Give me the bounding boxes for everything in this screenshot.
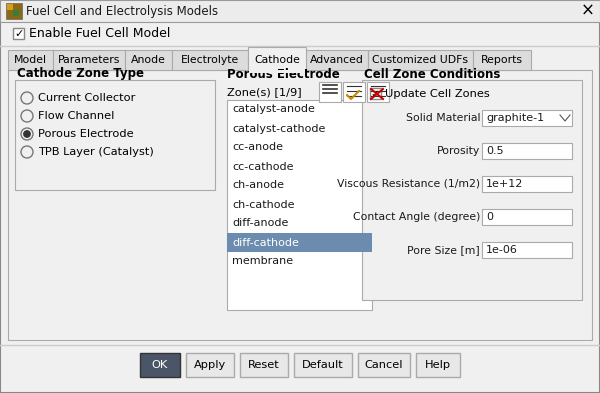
Text: Default: Default (302, 360, 344, 370)
Bar (13, 10, 19, 16)
Bar (416, 353, 460, 377)
Circle shape (23, 130, 31, 138)
Bar (343, 82, 365, 102)
Bar (358, 353, 410, 377)
Text: Flow Channel: Flow Channel (38, 111, 115, 121)
Text: Cathode: Cathode (254, 55, 300, 65)
Text: 0: 0 (486, 212, 493, 222)
Text: Cathode Zone Type: Cathode Zone Type (17, 68, 144, 81)
Text: Porosity: Porosity (437, 146, 480, 156)
Bar (482, 143, 572, 159)
Bar (482, 242, 572, 258)
Bar (125, 50, 172, 70)
Text: Porous Electrode: Porous Electrode (38, 129, 134, 139)
Bar (368, 50, 473, 70)
Text: ✓: ✓ (14, 29, 23, 39)
Text: Help: Help (425, 360, 451, 370)
Text: Viscous Resistance (1/m2): Viscous Resistance (1/m2) (337, 179, 480, 189)
Text: membrane: membrane (232, 257, 293, 266)
Text: cc-cathode: cc-cathode (232, 162, 293, 171)
Text: Electrolyte: Electrolyte (181, 55, 239, 65)
Bar (227, 233, 372, 252)
Text: ch-anode: ch-anode (232, 180, 284, 191)
Bar (8, 50, 53, 70)
Bar (140, 353, 180, 377)
Bar (367, 82, 389, 102)
Bar (306, 50, 368, 70)
Text: Anode: Anode (131, 55, 166, 65)
Text: Cancel: Cancel (365, 360, 403, 370)
Text: 1e+12: 1e+12 (486, 179, 523, 189)
Text: Zone(s) [1/9]: Zone(s) [1/9] (227, 87, 302, 97)
Text: catalyst-anode: catalyst-anode (232, 105, 315, 114)
Text: 1e-06: 1e-06 (486, 245, 518, 255)
Text: diff-anode: diff-anode (232, 219, 289, 228)
Text: Update Cell Zones: Update Cell Zones (385, 89, 490, 99)
Text: Reports: Reports (481, 55, 523, 65)
Bar (249, 70, 305, 73)
Text: Reset: Reset (248, 360, 280, 370)
Circle shape (21, 92, 33, 104)
Bar (240, 353, 288, 377)
Bar (227, 100, 372, 310)
Text: catalyst-cathode: catalyst-cathode (232, 123, 325, 134)
Text: Model: Model (14, 55, 47, 65)
Bar (319, 82, 341, 102)
Text: Solid Material: Solid Material (406, 113, 480, 123)
Text: Cell Zone Conditions: Cell Zone Conditions (364, 68, 500, 81)
Bar (482, 209, 572, 225)
Text: ch-cathode: ch-cathode (232, 200, 295, 209)
Bar (8, 70, 592, 340)
Bar (15, 80, 215, 190)
Text: cc-anode: cc-anode (232, 143, 283, 152)
Text: Customized UDFs: Customized UDFs (373, 55, 469, 65)
Bar (482, 176, 572, 192)
Text: Contact Angle (degree): Contact Angle (degree) (353, 212, 480, 222)
Bar (172, 50, 248, 70)
Text: ✓: ✓ (371, 89, 379, 99)
Text: Current Collector: Current Collector (38, 93, 136, 103)
Bar (370, 88, 381, 99)
Circle shape (21, 128, 33, 140)
Bar (294, 353, 352, 377)
Bar (482, 110, 572, 126)
Bar (362, 80, 582, 300)
Text: 0.5: 0.5 (486, 146, 503, 156)
Text: diff-cathode: diff-cathode (232, 237, 299, 248)
Text: Enable Fuel Cell Model: Enable Fuel Cell Model (29, 27, 170, 40)
Text: TPB Layer (Catalyst): TPB Layer (Catalyst) (38, 147, 154, 157)
Bar (186, 353, 234, 377)
Text: Advanced: Advanced (310, 55, 364, 65)
Text: Pore Size [m]: Pore Size [m] (407, 245, 480, 255)
Text: Apply: Apply (194, 360, 226, 370)
Text: Fuel Cell and Electrolysis Models: Fuel Cell and Electrolysis Models (26, 4, 218, 18)
Bar (53, 50, 125, 70)
Bar (7, 4, 13, 10)
Text: OK: OK (152, 360, 168, 370)
Bar (473, 50, 531, 70)
Bar (13, 28, 24, 39)
Circle shape (21, 110, 33, 122)
Bar (248, 47, 306, 71)
Text: Porous Electrode: Porous Electrode (227, 68, 340, 81)
Bar (0, 0, 600, 22)
Text: ×: × (581, 2, 595, 20)
Text: graphite-1: graphite-1 (486, 113, 544, 123)
Circle shape (21, 146, 33, 158)
Bar (6, 3, 22, 19)
Text: Parameters: Parameters (58, 55, 120, 65)
